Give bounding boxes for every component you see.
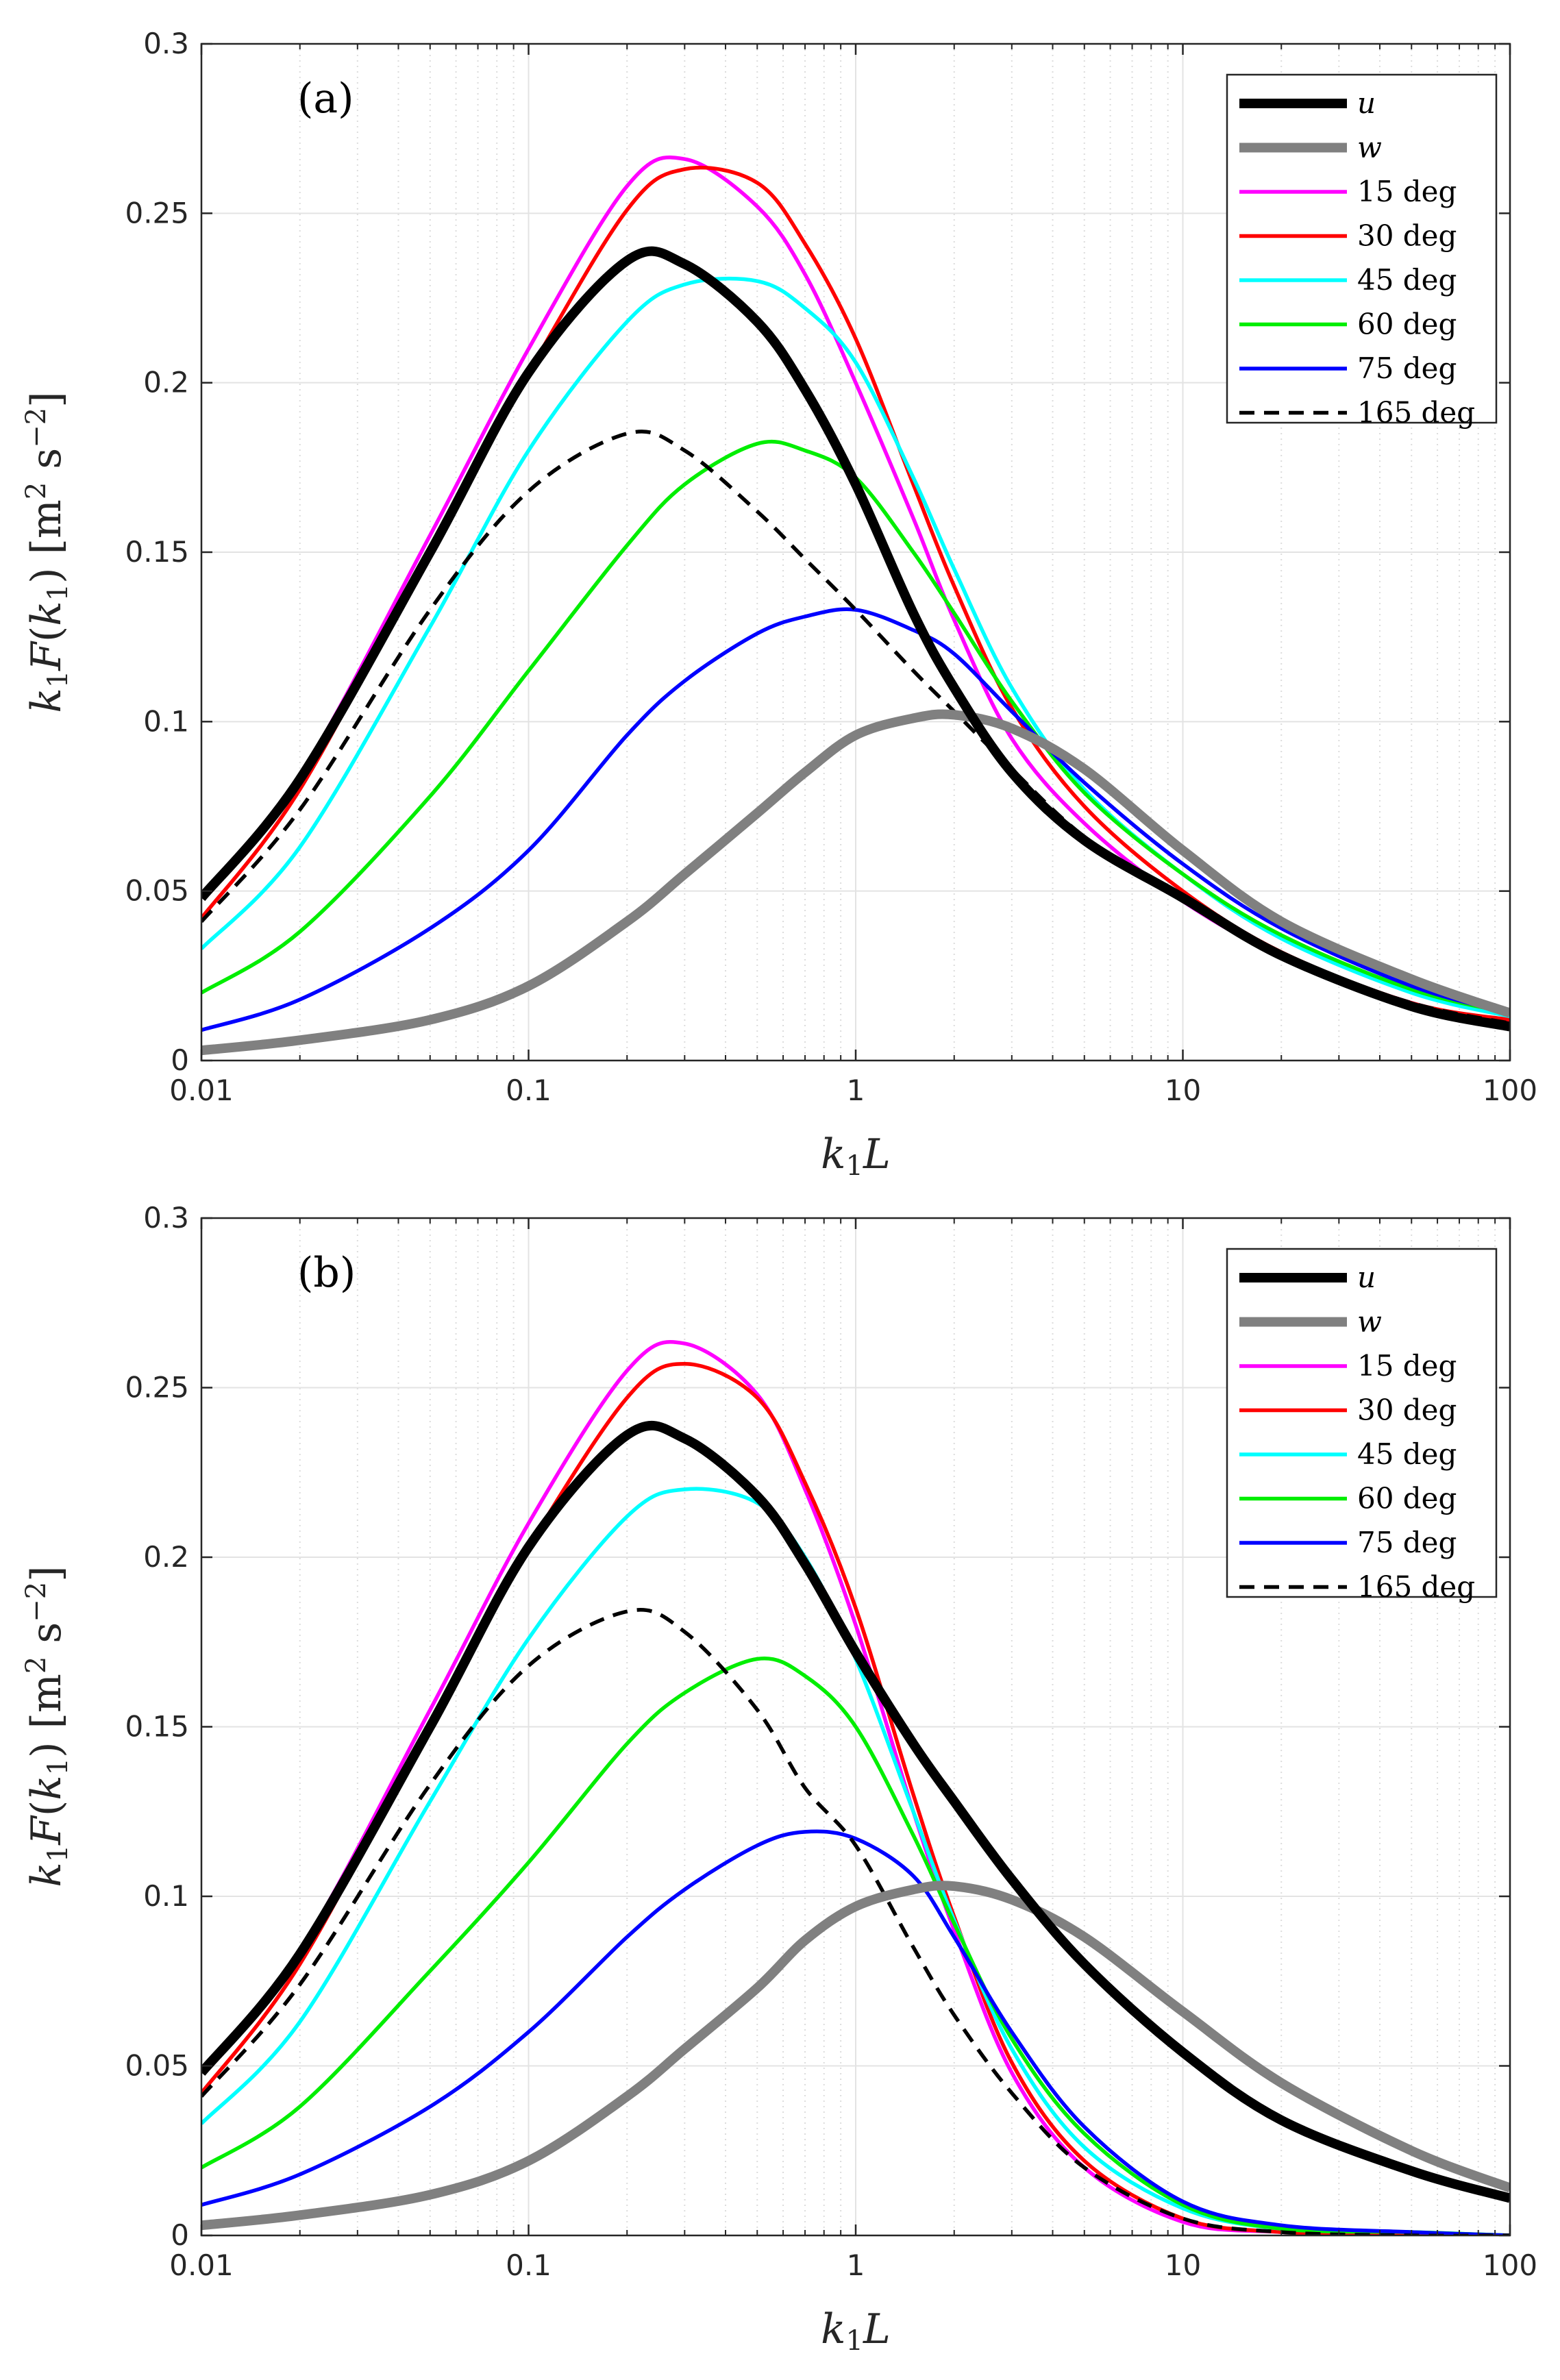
x-tick-label: 10 <box>1165 2248 1201 2282</box>
panel-label: (a) <box>297 75 354 123</box>
y-tick-label: 0.25 <box>125 1371 189 1404</box>
ticks: 0.01 0.1 1 10 100 0 0.05 0.1 0.15 0.2 0.25 0.3 <box>125 1201 1537 2282</box>
legend-label: 30 deg <box>1357 219 1457 253</box>
y-tick-label: 0.1 <box>143 704 189 738</box>
legend-label: w <box>1357 1305 1382 1339</box>
x-tick-label: 1 <box>847 2248 865 2282</box>
series-line-15-deg <box>201 1340 1510 2235</box>
legend-box <box>1226 1248 1498 1598</box>
legend: uw 15 deg 30 deg 45 deg 60 deg 75 deg 165 deg <box>1226 73 1498 430</box>
x-tick-label: 0.1 <box>506 1074 552 1107</box>
x-tick-label: 100 <box>1483 1074 1537 1107</box>
series-group <box>201 156 1510 1056</box>
series-line-u <box>201 246 1510 1032</box>
y-tick-label: 0.05 <box>125 874 189 908</box>
legend-box <box>1226 73 1498 424</box>
x-tick-label: 10 <box>1165 1074 1201 1107</box>
legend-label: 45 deg <box>1357 263 1457 297</box>
x-tick-label: 0.01 <box>169 1074 234 1107</box>
y-tick-label: 0.15 <box>125 1710 189 1744</box>
legend-label: 60 deg <box>1357 308 1457 341</box>
series-line-w <box>201 709 1510 1056</box>
chart-panel-a: 0.01 0.1 1 10 100 0 0.05 0.1 0.15 0.2 0.25 0.3 k1L k1… <box>21 27 1537 1182</box>
ticks: 0.01 0.1 1 10 100 0 0.05 0.1 0.15 0.2 0.25 0.3 <box>125 27 1537 1107</box>
y-tick-label: 0.05 <box>125 2049 189 2083</box>
panel-label: (b) <box>297 1249 356 1297</box>
x-axis-label: k1L <box>821 2305 891 2357</box>
legend-label: 75 deg <box>1357 351 1457 385</box>
legend-label: 75 deg <box>1357 1526 1457 1559</box>
legend-label: 30 deg <box>1357 1393 1457 1427</box>
legend-label: u <box>1357 86 1376 120</box>
y-tick-label: 0.2 <box>143 1540 189 1574</box>
x-tick-label: 0.1 <box>506 2248 552 2282</box>
x-tick-label: 100 <box>1483 2248 1537 2282</box>
y-tick-label: 0.15 <box>125 535 189 569</box>
legend-label: 45 deg <box>1357 1437 1457 1471</box>
x-tick-label: 0.01 <box>169 2248 234 2282</box>
series-line-75-deg <box>201 607 1510 1032</box>
y-tick-label: 0.2 <box>143 366 189 399</box>
chart-panel-b: 0.01 0.1 1 10 100 0 0.05 0.1 0.15 0.2 0.25 0.3 k1L k1… <box>21 1201 1537 2357</box>
x-axis-label: k1L <box>821 1130 891 1182</box>
legend: uw 15 deg 30 deg 45 deg 60 deg 75 deg 165 deg <box>1226 1248 1498 1604</box>
series-line-165-deg <box>201 1608 1510 2235</box>
y-tick-label: 0.3 <box>143 27 189 60</box>
series-group <box>201 1340 1510 2235</box>
y-axis-label: k1F(k1) [m2 s−2] <box>21 1565 74 1887</box>
legend-label: u <box>1357 1261 1376 1294</box>
y-axis-label: k1F(k1) [m2 s−2] <box>21 391 74 712</box>
x-tick-label: 1 <box>847 1074 865 1107</box>
y-tick-label: 0.3 <box>143 1201 189 1235</box>
y-tick-label: 0 <box>171 2218 189 2252</box>
series-line-w <box>201 1881 1510 2231</box>
legend-label: w <box>1357 131 1382 164</box>
legend-label: 15 deg <box>1357 1349 1457 1383</box>
series-line-75-deg <box>201 1829 1510 2235</box>
y-tick-label: 0.25 <box>125 196 189 230</box>
y-tick-label: 0.1 <box>143 1879 189 1913</box>
series-line-60-deg <box>201 1656 1510 2235</box>
series-line-u <box>201 1420 1510 2203</box>
legend-label: 165 deg <box>1357 1570 1475 1604</box>
legend-label: 15 deg <box>1357 175 1457 208</box>
legend-label: 60 deg <box>1357 1482 1457 1515</box>
y-tick-label: 0 <box>171 1043 189 1077</box>
legend-label: 165 deg <box>1357 396 1475 430</box>
